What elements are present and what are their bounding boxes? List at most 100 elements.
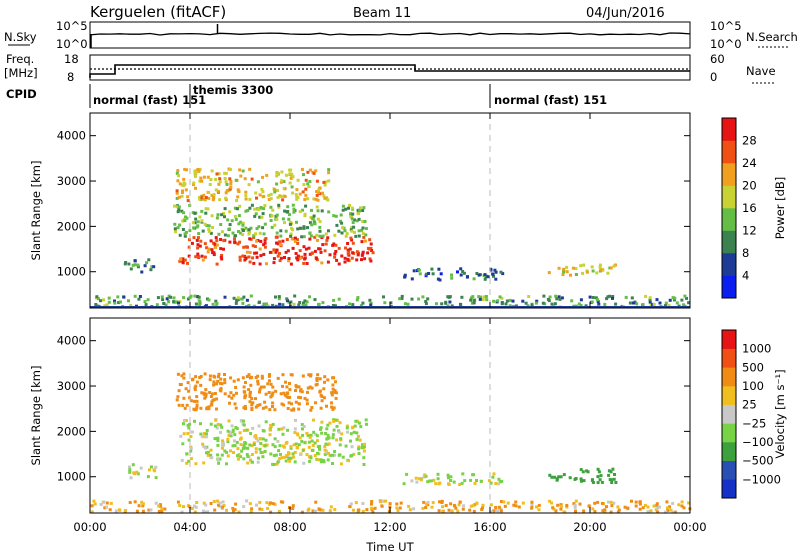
velocity-echo-cell-0 [315, 434, 319, 438]
velocity-echo-cell-5 [680, 500, 684, 504]
velocity-echo-cell-1 [204, 388, 208, 392]
power-echo-cell-0 [211, 251, 215, 255]
power-echo-cell-2 [216, 189, 220, 193]
velocity-echo-cell-1 [219, 377, 223, 381]
velocity-echo-cell-0 [298, 436, 302, 440]
velocity-echo-cell-1 [243, 390, 247, 394]
velocity-ytick-label: 4000 [57, 334, 86, 348]
velocity-echo-cell-1 [193, 388, 197, 392]
velocity-echo-cell-1 [294, 389, 297, 392]
power-echo-cell-0 [259, 254, 263, 258]
nsearch-label: N.Search [746, 30, 798, 44]
power-echo-cell-1 [271, 208, 275, 212]
power-echo-cell-1 [223, 215, 226, 219]
power-echo-cell-1 [361, 220, 365, 223]
power-echo-cell-1 [334, 214, 338, 218]
velocity-echo-cell-1 [282, 403, 286, 407]
power-echo-cell-6 [156, 296, 160, 300]
power-colorbar-swatch [722, 118, 736, 141]
velocity-echo-cell-1 [271, 391, 275, 395]
power-echo-cell-0 [333, 252, 337, 256]
power-echo-cell-1 [183, 219, 187, 223]
power-echo-cell-2 [269, 197, 273, 201]
power-echo-cell-5 [612, 264, 616, 268]
freq-line [89, 64, 690, 78]
power-echo-cell-5 [599, 268, 603, 272]
velocity-echo-cell-5 [103, 506, 107, 510]
velocity-echo-cell-1 [330, 401, 333, 405]
power-echo-cell-0 [361, 250, 365, 254]
velocity-echo-cell-4 [562, 473, 566, 477]
power-echo-cell-2 [204, 196, 208, 199]
velocity-echo-cell-1 [331, 387, 335, 391]
velocity-echo-cell-0 [239, 419, 243, 423]
velocity-echo-cell-0 [322, 460, 326, 464]
power-echo-cell-1 [207, 224, 211, 228]
velocity-echo-cell-5 [457, 503, 461, 507]
power-echo-cell-2 [312, 171, 316, 175]
power-echo-cell-1 [269, 205, 273, 209]
velocity-echo-cell-0 [254, 447, 258, 451]
power-echo-cell-4 [462, 271, 466, 275]
power-echo-cell-2 [269, 192, 273, 196]
velocity-echo-cell-1 [191, 377, 195, 381]
power-echo-cell-6 [369, 303, 373, 307]
power-echo-cell-0 [279, 243, 282, 247]
power-echo-cell-6 [484, 295, 488, 298]
velocity-echo-cell-1 [331, 383, 335, 387]
velocity-echo-cell-2 [146, 475, 150, 479]
velocity-echo-cell-0 [291, 452, 295, 456]
power-echo-cell-2 [324, 180, 328, 184]
power-echo-cell-6 [146, 298, 150, 302]
velocity-echo-cell-1 [194, 384, 198, 388]
power-echo-cell-2 [295, 195, 299, 199]
velocity-echo-cell-0 [242, 444, 246, 448]
velocity-echo-cell-1 [223, 373, 226, 376]
velocity-echo-cell-0 [362, 456, 366, 460]
power-echo-cell-0 [263, 241, 267, 245]
velocity-echo-cell-5 [206, 510, 210, 514]
velocity-echo-cell-0 [326, 458, 330, 462]
velocity-echo-cell-4 [607, 473, 611, 477]
power-echo-cell-1 [193, 211, 197, 215]
velocity-echo-cell-0 [299, 453, 303, 456]
power-echo-cell-0 [262, 252, 266, 256]
power-echo-cell-4 [437, 267, 441, 271]
velocity-echo-cell-0 [216, 439, 220, 443]
power-echo-cell-2 [258, 193, 262, 197]
power-echo-cell-0 [210, 248, 214, 252]
velocity-echo-cell-5 [384, 499, 388, 503]
power-echo-cell-0 [308, 237, 312, 241]
velocity-echo-cell-1 [213, 392, 217, 395]
velocity-echo-cell-0 [316, 458, 320, 462]
velocity-echo-cell-5 [328, 509, 332, 513]
velocity-echo-cell-2 [154, 476, 158, 480]
power-echo-cell-2 [276, 171, 280, 175]
power-echo-cell-2 [194, 174, 197, 178]
power-echo-cell-1 [181, 219, 185, 223]
velocity-echo-cell-0 [243, 446, 247, 450]
power-echo-cell-6 [174, 300, 178, 304]
power-echo-cell-6 [641, 303, 645, 307]
power-echo-cell-1 [178, 233, 182, 237]
velocity-echo-cell-5 [242, 505, 246, 509]
power-colorbar-tick: 16 [742, 201, 757, 215]
power-echo-cell-2 [322, 180, 326, 184]
velocity-echo-cell-1 [281, 384, 284, 388]
power-ytick-label: 4000 [57, 129, 86, 143]
power-echo-cell-6 [99, 299, 102, 303]
velocity-echo-cell-4 [607, 469, 611, 473]
velocity-echo-cell-5 [456, 509, 460, 513]
velocity-echo-cell-0 [189, 449, 193, 453]
power-echo-cell-0 [279, 256, 283, 260]
velocity-echo-cell-5 [643, 503, 647, 507]
power-echo-cell-1 [308, 221, 312, 225]
freq-tick-top: 18 [64, 52, 79, 66]
power-echo-cell-4 [459, 267, 463, 271]
power-echo-cell-2 [306, 170, 310, 174]
power-echo-cell-6 [321, 301, 325, 305]
power-echo-cell-0 [347, 250, 351, 254]
velocity-echo-cell-5 [671, 510, 675, 514]
power-echo-cell-0 [350, 238, 354, 242]
power-echo-cell-6 [286, 299, 289, 303]
